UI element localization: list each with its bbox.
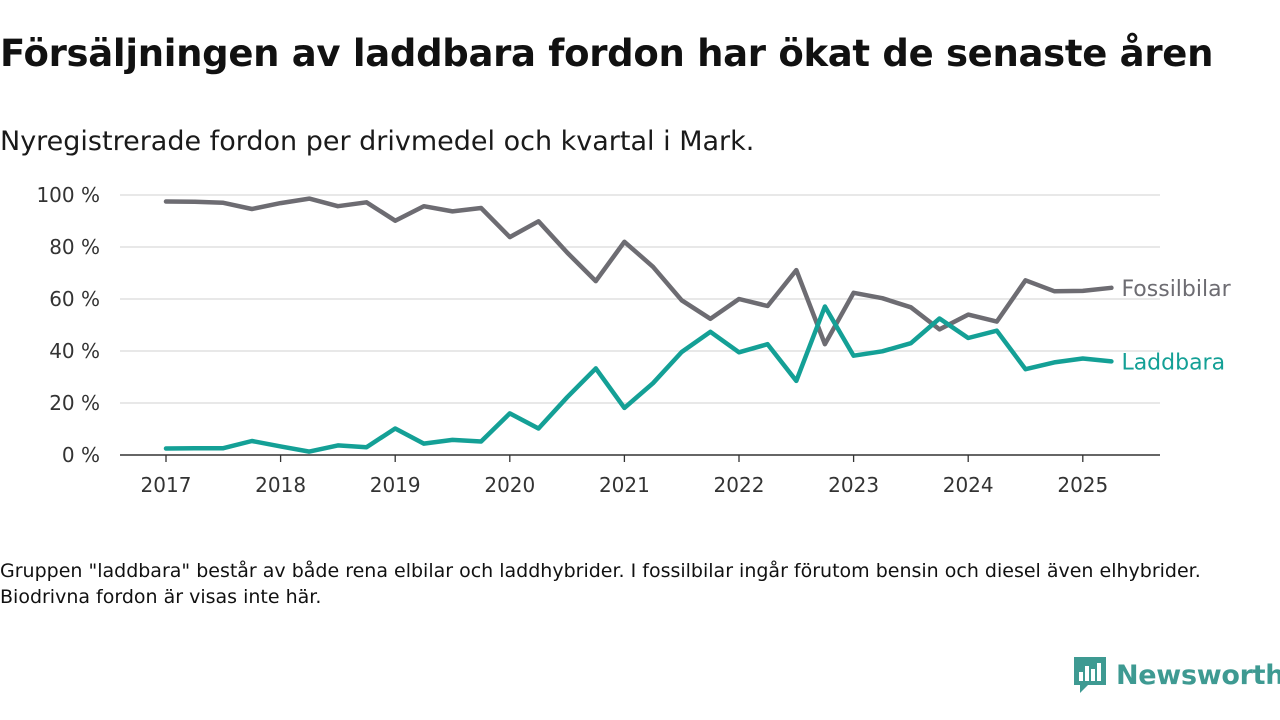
y-tick-label: 40 % <box>49 339 100 363</box>
chart-subtitle: Nyregistrerade fordon per drivmedel och … <box>0 126 755 157</box>
x-tick-label: 2025 <box>1057 473 1108 497</box>
y-tick-label: 100 % <box>36 183 100 207</box>
brand-name: Newsworthy <box>1116 659 1280 691</box>
series-label-fossilbilar: Fossilbilar <box>1121 277 1231 302</box>
series-line-laddbara <box>163 304 1114 454</box>
chart-title: Försäljningen av laddbara fordon har öka… <box>0 32 1214 75</box>
x-tick-label: 2024 <box>943 473 994 497</box>
series-line-fossilbilar <box>163 196 1114 347</box>
x-tick-label: 2018 <box>255 473 306 497</box>
x-tick-label: 2020 <box>484 473 535 497</box>
series-labels: Fossilbilar Laddbara <box>1121 277 1231 376</box>
footnote: Gruppen "laddbara" består av både rena e… <box>0 560 1201 608</box>
x-axis-ticks: 2017 2018 2019 2020 2021 2022 2023 2024 2025 <box>141 455 1108 497</box>
y-tick-label: 20 % <box>49 391 100 415</box>
x-tick-label: 2022 <box>714 473 765 497</box>
bar-chart-speech-bubble-icon <box>1074 657 1106 693</box>
x-tick-label: 2021 <box>599 473 650 497</box>
line-chart: 0 % 20 % 40 % 60 % 80 % 100 % 2017 2018 2019 202… <box>36 183 1231 497</box>
y-tick-label: 80 % <box>49 235 100 259</box>
series-label-laddbara: Laddbara <box>1121 350 1225 375</box>
x-tick-label: 2019 <box>370 473 421 497</box>
gridlines <box>120 194 1160 456</box>
series-lines <box>163 196 1114 454</box>
x-tick-label: 2017 <box>141 473 192 497</box>
y-axis-ticks: 0 % 20 % 40 % 60 % 80 % 100 % <box>36 183 100 467</box>
brand-logo[interactable]: Newsworthy <box>1072 655 1280 695</box>
y-tick-label: 60 % <box>49 287 100 311</box>
x-tick-label: 2023 <box>828 473 879 497</box>
y-tick-label: 0 % <box>62 443 100 467</box>
